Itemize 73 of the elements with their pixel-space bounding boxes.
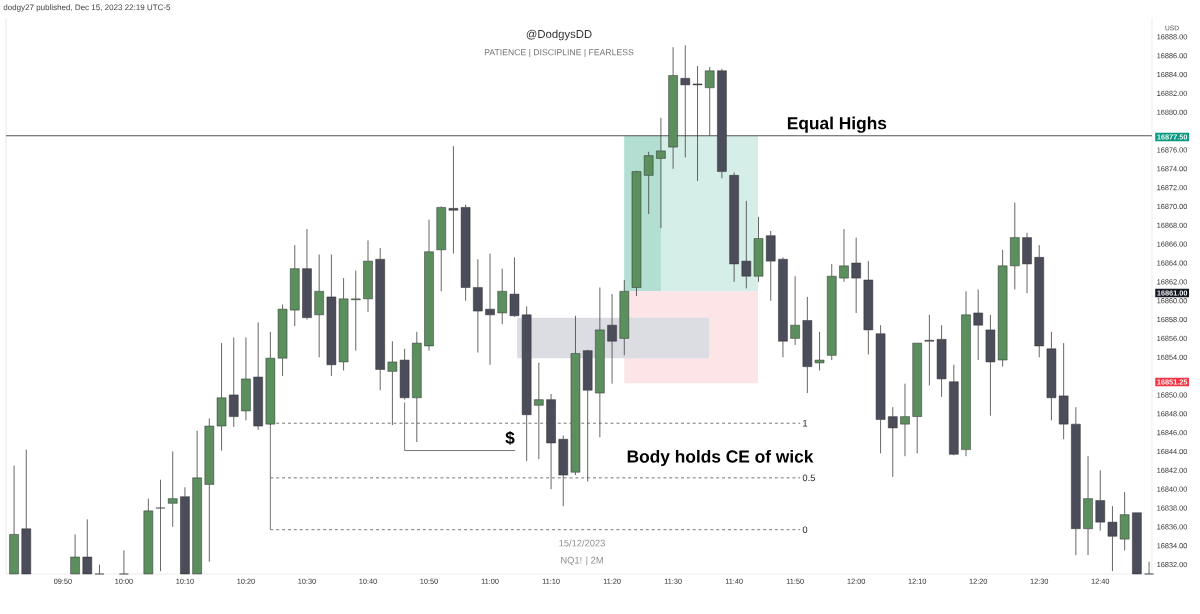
- candlestick: [192, 430, 202, 575]
- candlestick: [643, 151, 654, 215]
- candlestick: [973, 289, 983, 361]
- candlestick: [204, 418, 215, 563]
- candlestick: [888, 406, 898, 478]
- candlestick: [863, 260, 874, 355]
- candlestick: [473, 258, 483, 353]
- candlestick: [143, 498, 154, 575]
- candlestick: [534, 362, 544, 460]
- candlestick: [778, 256, 788, 358]
- candlestick: [1071, 406, 1081, 556]
- candlestick: [302, 228, 312, 320]
- candlestick: [668, 46, 678, 170]
- annotation: Body holds CE of wick: [627, 449, 814, 467]
- candlestick: [729, 172, 739, 283]
- candlestick: [167, 451, 178, 528]
- candlestick: [826, 263, 837, 361]
- candlestick: [436, 207, 446, 292]
- candlestick: [619, 279, 630, 356]
- candlestick: [570, 315, 581, 476]
- candlestick: [497, 268, 507, 325]
- candlestick: [753, 216, 764, 283]
- candlestick: [631, 171, 642, 297]
- series-label: 0: [802, 526, 808, 533]
- candlestick: [21, 449, 32, 575]
- candlestick: [949, 364, 959, 455]
- candlestick: [1022, 232, 1032, 294]
- candlestick: [1034, 244, 1044, 358]
- candlestick: [765, 230, 776, 302]
- text: @DodgysDD: [526, 29, 592, 41]
- candlestick: [1144, 561, 1155, 575]
- candlestick: [253, 321, 263, 431]
- candlestick: [216, 342, 227, 451]
- candlestick: [741, 200, 752, 289]
- annotation: NQ1! | 2M: [561, 556, 603, 566]
- candlestick: [228, 337, 239, 428]
- candlestick: [290, 244, 300, 327]
- candlestick: [94, 564, 105, 575]
- candlestick: [1010, 202, 1020, 290]
- annotation: $: [505, 430, 515, 446]
- candlestick: [351, 270, 361, 352]
- candlestick: [875, 324, 886, 454]
- candlestick: [656, 117, 666, 229]
- candlestick: [900, 383, 910, 457]
- candlestick: [595, 287, 605, 438]
- candlestick: [180, 486, 190, 575]
- candlestick: [363, 240, 373, 313]
- annotation: 15/12/2023: [559, 539, 605, 547]
- candlestick: [839, 228, 849, 283]
- candlestick: [704, 66, 715, 137]
- candlestick: [241, 337, 251, 421]
- candlestick: [485, 253, 495, 366]
- ref-line-label: Equal Highs: [787, 116, 887, 133]
- candlestick: [851, 237, 861, 314]
- candlestick: [961, 290, 971, 457]
- candlestick: [375, 247, 385, 391]
- candlestick: [1095, 469, 1106, 532]
- candlestick: [412, 331, 422, 443]
- candlestick: [9, 465, 19, 575]
- candlestick: [155, 479, 166, 572]
- candlestick: [82, 518, 93, 575]
- series-label: 1: [803, 420, 808, 427]
- candlestick: [118, 550, 129, 575]
- candlestick: [912, 342, 922, 454]
- candlestick: [70, 534, 80, 575]
- candlestick: [424, 219, 434, 352]
- candlestick: [1083, 455, 1093, 556]
- candlestick: [790, 275, 800, 346]
- series-label: 0.5: [802, 474, 815, 482]
- text: dodgy27 published, Dec 15, 2023 22:19 UTC-5: [3, 4, 171, 12]
- text: PATIENCE | DISCIPLINE | FEARLESS: [484, 48, 634, 58]
- candlestick: [607, 293, 617, 385]
- candlestick: [314, 254, 324, 358]
